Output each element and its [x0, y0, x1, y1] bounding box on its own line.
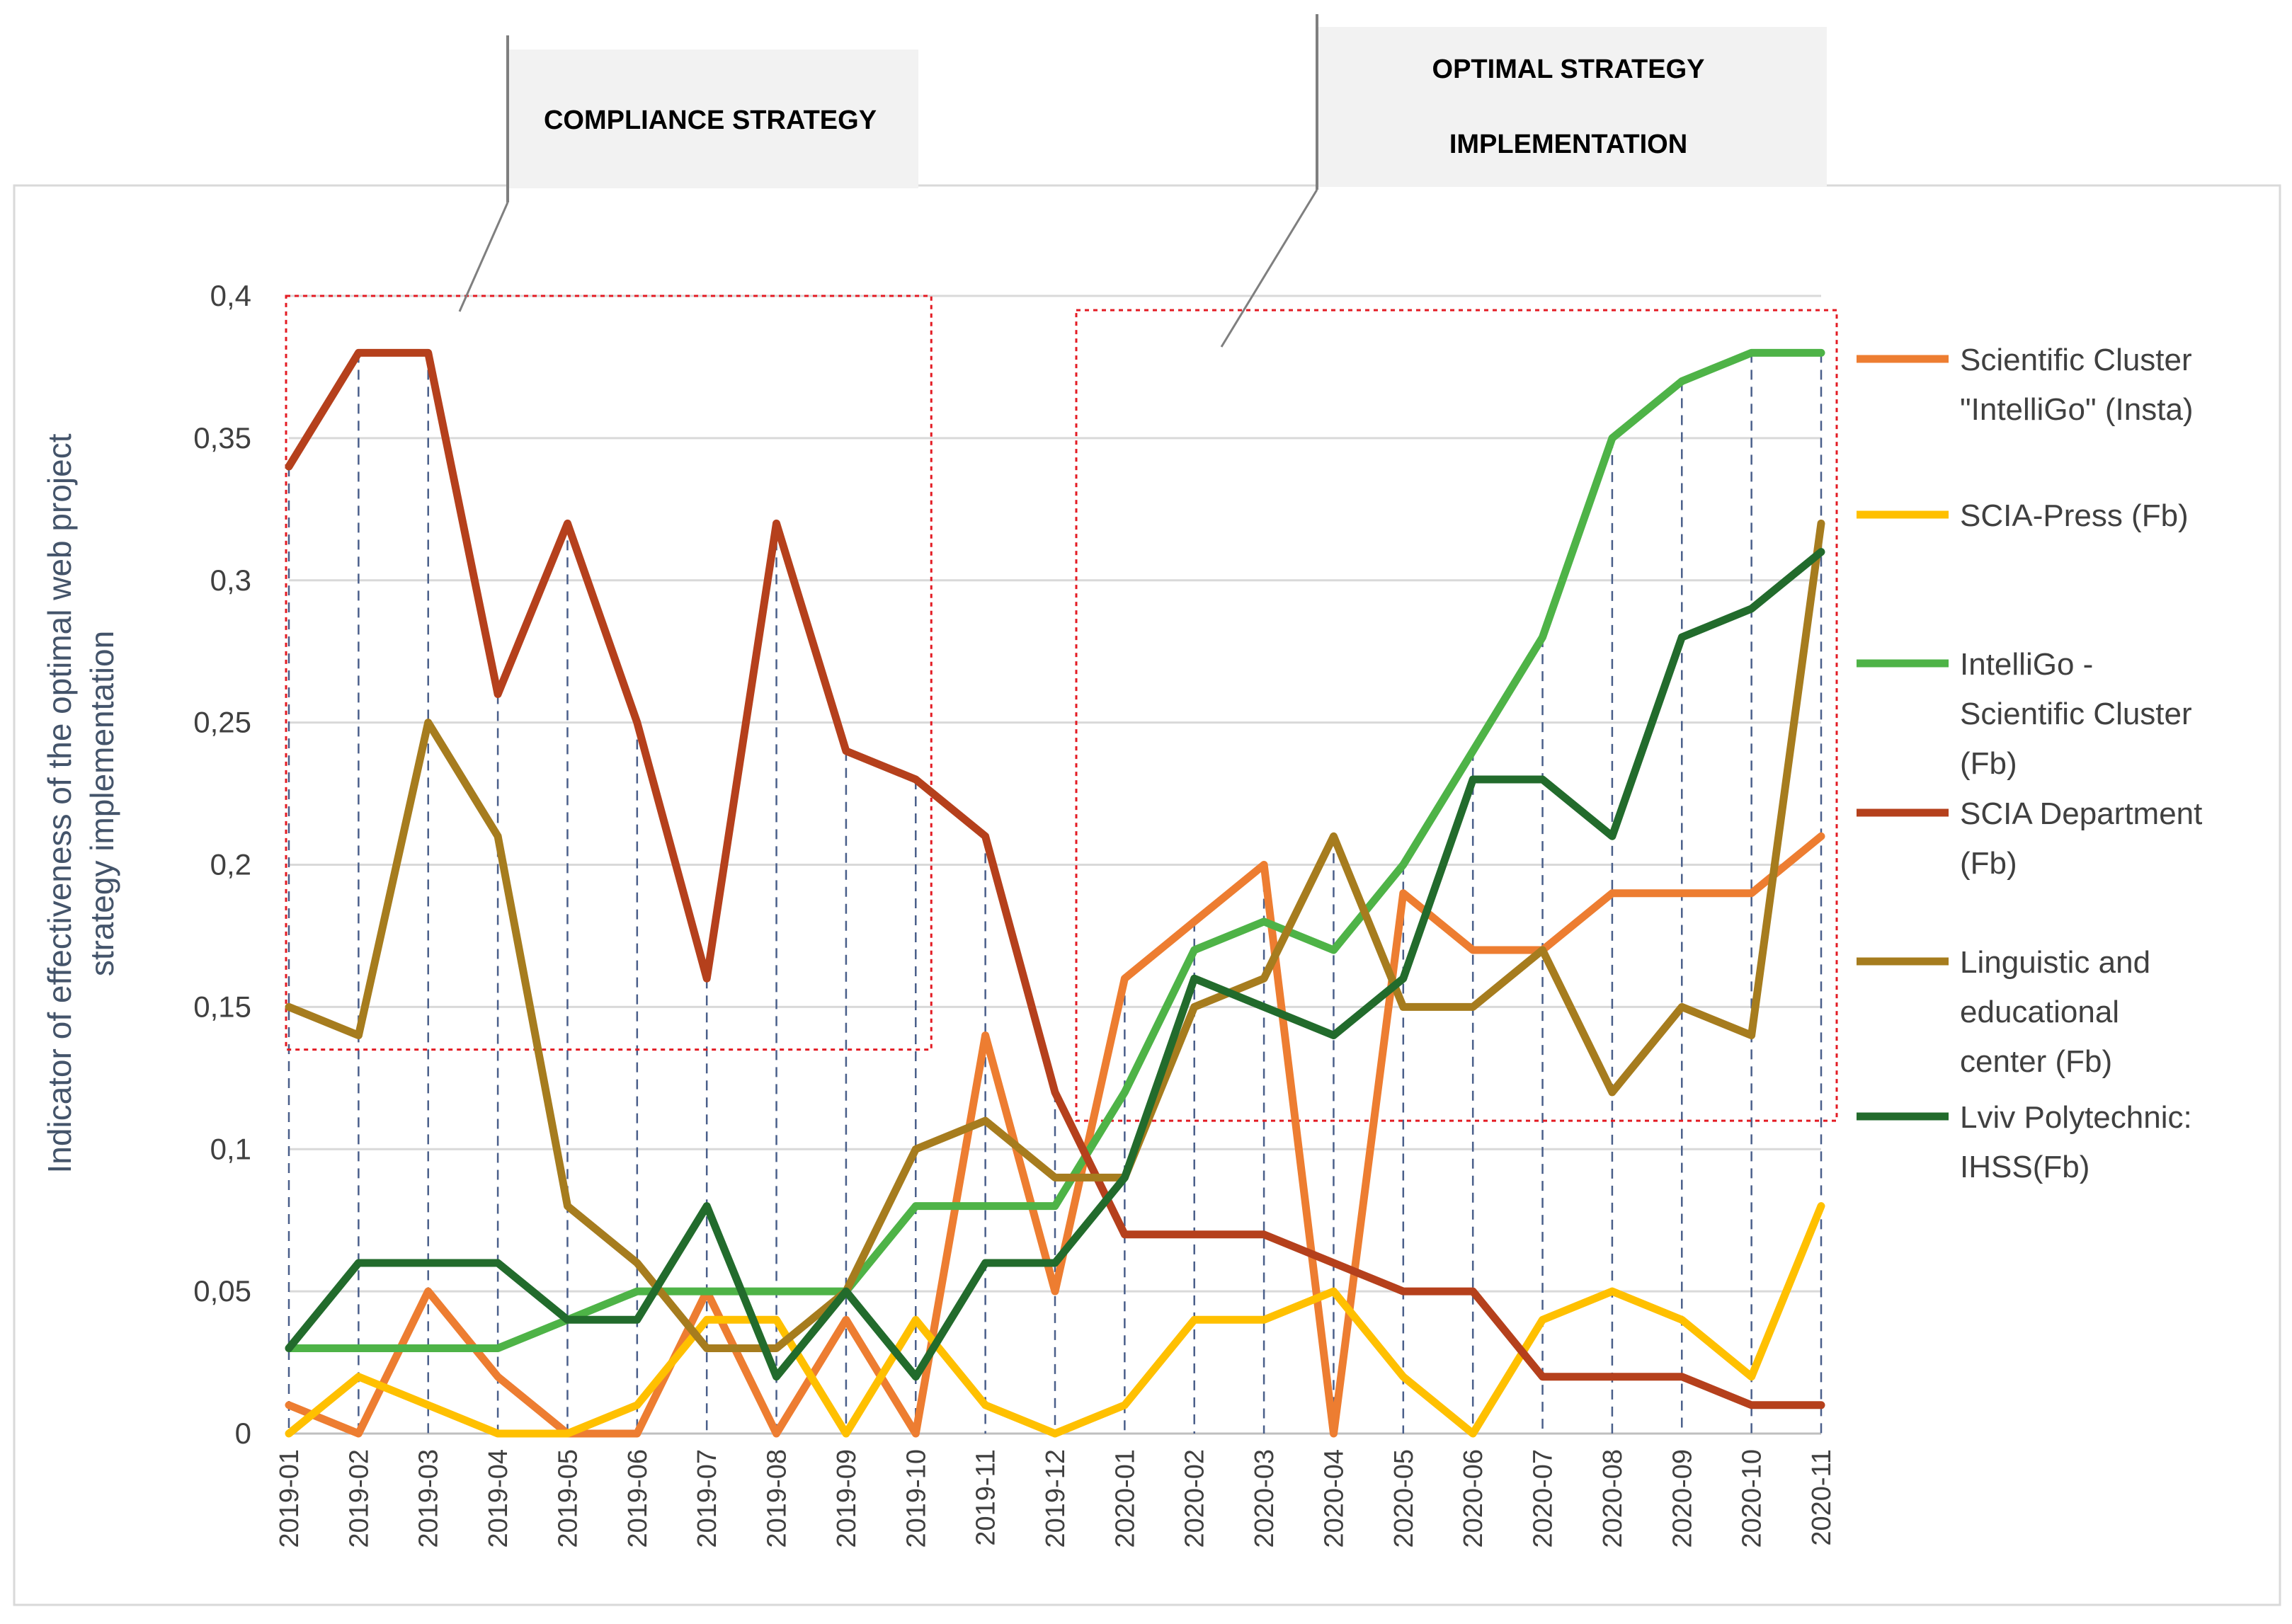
legend-entry-label: Linguistic and [1960, 945, 2150, 980]
x-tick-label: 2019-09 [832, 1449, 862, 1548]
x-tick-label: 2020-04 [1319, 1449, 1349, 1548]
series-line [285, 832, 1825, 1438]
legend: Scientific Cluster "IntelliGo" (Insta) SCI… [1857, 343, 2202, 1184]
series-line [285, 348, 1825, 1352]
legend-entry-label: (Fb) [1960, 846, 2017, 881]
x-tick-label: 2019-12 [1041, 1449, 1071, 1548]
series-line [285, 548, 1825, 1381]
legend-entry-label: "IntelliGo" (Insta) [1960, 392, 2194, 427]
y-tick-label: 0 [235, 1417, 251, 1450]
y-tick-label: 0,15 [193, 990, 251, 1023]
legend-entry-label: SCIA Department [1960, 796, 2202, 831]
annotation-label: IMPLEMENTATION [1449, 130, 1687, 159]
x-tick-label: 2020-06 [1459, 1449, 1488, 1548]
x-tick-label: 2020-02 [1180, 1449, 1210, 1548]
x-tick-label: 2020-03 [1250, 1449, 1279, 1548]
y-tick-label: 0,4 [210, 279, 251, 312]
y-tick-label: 0,3 [210, 564, 251, 597]
legend-entry-label: IHSS(Fb) [1960, 1150, 2089, 1184]
y-tick-label: 0,05 [193, 1274, 251, 1308]
legend-entry-label: (Fb) [1960, 746, 2017, 781]
y-tick-label: 0,25 [193, 706, 251, 739]
legend-entry-label: IntelliGo - [1960, 647, 2093, 682]
annotation-label: COMPLIANCE STRATEGY [544, 105, 877, 135]
strategy-region-box [285, 295, 933, 1051]
annotation-leader [1220, 189, 1318, 348]
legend-entry-label: Scientific Cluster [1960, 697, 2192, 731]
annotation-box [1317, 27, 1827, 187]
x-tick-label: 2020-09 [1667, 1449, 1697, 1548]
x-tick-label: 2019-04 [484, 1449, 513, 1548]
x-tick-label: 2020-10 [1738, 1449, 1767, 1548]
x-tick-label: 2020-07 [1529, 1449, 1558, 1548]
series-lines [285, 348, 1825, 1438]
legend-entry-label: Scientific Cluster [1960, 343, 2192, 377]
legend-entry-label: center (Fb) [1960, 1044, 2112, 1079]
x-tick-label: 2019-08 [763, 1449, 792, 1548]
y-tick-label: 0,1 [210, 1132, 251, 1165]
x-tick-label: 2019-03 [414, 1449, 444, 1548]
annotations: COMPLIANCE STRATEGY OPTIMAL STRATEGY IMPLE… [458, 14, 1827, 348]
x-tick-labels: 2019-01 2019-02 2019-03 2019-04 2019-05 2019-… [275, 1449, 1837, 1548]
x-tick-label: 2019-11 [971, 1449, 1001, 1546]
series-line [285, 348, 1825, 1409]
annotation-label: OPTIMAL STRATEGY [1432, 55, 1705, 84]
x-tick-label: 2019-02 [344, 1449, 374, 1548]
y-tick-label: 0,35 [193, 421, 251, 454]
chart-area [13, 184, 2281, 1606]
x-tick-label: 2019-10 [901, 1449, 931, 1548]
x-tick-label: 2019-01 [275, 1449, 304, 1548]
x-tick-label: 2019-06 [623, 1449, 653, 1548]
x-tick-label: 2019-07 [692, 1449, 722, 1548]
legend-entry-label: Lviv Polytechnic: [1960, 1100, 2192, 1135]
y-tick-label: 0,2 [210, 848, 251, 881]
series-line [285, 1202, 1825, 1438]
strategy-regions [285, 295, 1838, 1122]
x-tick-label: 2019-05 [553, 1449, 583, 1548]
x-tick-label: 2020-08 [1598, 1449, 1628, 1548]
y-axis-label: Indicator of effectiveness of the optima… [41, 433, 120, 1173]
y-tick-labels: 0 0,05 0,1 0,15 0,2 0,25 0,3 0,35 0,4 [193, 279, 251, 1450]
legend-entry-label: SCIA-Press (Fb) [1960, 498, 2189, 533]
series-line [285, 519, 1825, 1352]
strategy-region-box [1075, 309, 1838, 1122]
x-tick-label: 2020-05 [1389, 1449, 1419, 1548]
annotation-box [508, 50, 918, 188]
x-tick-label: 2020-11 [1807, 1449, 1837, 1546]
legend-entry-label: educational [1960, 995, 2119, 1029]
x-tick-label: 2020-01 [1110, 1449, 1140, 1548]
annotation-leader [458, 202, 509, 312]
